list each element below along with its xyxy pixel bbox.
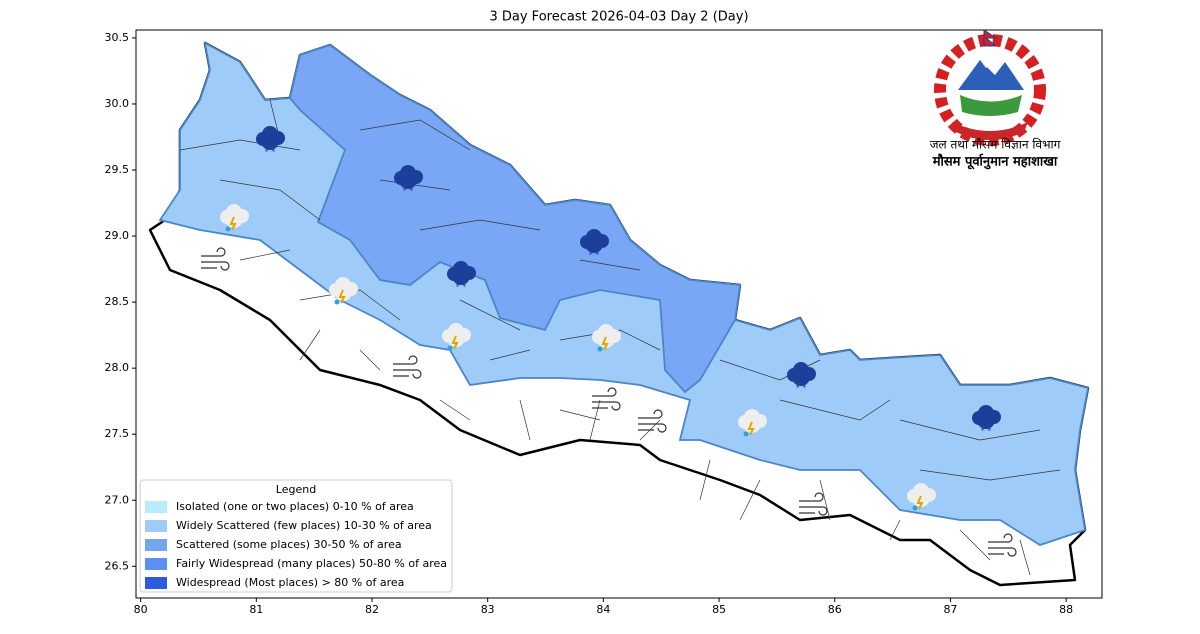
- wind-icon: [393, 355, 422, 379]
- cloud-part: [585, 235, 603, 253]
- snow: * *: [981, 427, 992, 436]
- cloud-icon: * *: [447, 261, 476, 292]
- x-tick-label: 82: [365, 603, 379, 616]
- y-tick-label: 27.5: [105, 427, 130, 440]
- cloud-icon: [442, 323, 471, 351]
- cloud-icon: * *: [394, 165, 423, 196]
- snow: * *: [796, 384, 807, 393]
- cloud-icon: * *: [787, 362, 816, 393]
- legend-box: [139, 479, 453, 593]
- wind-icon: [799, 492, 828, 516]
- y-tick-label: 30.0: [105, 97, 130, 110]
- legend-swatch: [145, 558, 167, 570]
- legend-swatch: [145, 520, 167, 532]
- x-tick-label: 81: [249, 603, 263, 616]
- lightning: [747, 421, 755, 436]
- raindrop: [912, 505, 918, 511]
- cloud-icon: [592, 324, 621, 352]
- lightning: [916, 495, 924, 510]
- lightning: [451, 335, 459, 350]
- snow: * *: [456, 283, 467, 292]
- cloud-part: [792, 368, 810, 386]
- y-tick-label: 26.5: [105, 559, 130, 572]
- x-tick-label: 85: [712, 603, 726, 616]
- y-tick-label: 29.5: [105, 163, 130, 176]
- region-scattered: [289, 43, 742, 394]
- emblem: [934, 29, 1046, 146]
- legend-label: Widespread (Most places) > 80 % of area: [176, 576, 404, 589]
- legend-label: Scattered (some places) 30-50 % of area: [176, 538, 402, 551]
- raindrop: [597, 346, 603, 352]
- y-tick-label: 30.5: [105, 31, 130, 44]
- wind-icon: [988, 533, 1017, 557]
- legend-title: Legend: [276, 483, 316, 496]
- y-tick-label: 29.0: [105, 229, 130, 242]
- snow: * *: [589, 251, 600, 260]
- cloud-part: [261, 132, 279, 150]
- lightning: [229, 216, 237, 231]
- legend-label: Isolated (one or two places) 0-10 % of a…: [176, 500, 414, 513]
- wind-icon: [201, 247, 230, 271]
- legend-label: Fairly Widespread (many places) 50-80 % …: [176, 557, 447, 570]
- weather-icons: * * * * * * * * * * * *: [201, 126, 1017, 557]
- cloud-part: [452, 267, 470, 285]
- snow: * *: [265, 148, 276, 157]
- y-tick-label: 28.5: [105, 295, 130, 308]
- cloud-icon: * *: [972, 405, 1001, 436]
- cloud-icon: [738, 409, 767, 437]
- raindrop: [743, 431, 749, 437]
- x-tick-label: 86: [828, 603, 842, 616]
- raindrop: [225, 226, 231, 232]
- legend-label: Widely Scattered (few places) 10-30 % of…: [176, 519, 432, 532]
- wind-icon: [592, 387, 621, 411]
- raindrop: [447, 345, 453, 351]
- division-name: मौसम पूर्वानुमान महाशाखा: [932, 154, 1058, 170]
- raindrop: [334, 299, 340, 305]
- legend-swatch: [145, 501, 167, 513]
- y-tick-label: 28.0: [105, 361, 130, 374]
- department-name: जल तथा मौसम विज्ञान विभाग: [930, 138, 1061, 152]
- cloud-icon: [329, 277, 358, 305]
- x-tick-label: 88: [1059, 603, 1073, 616]
- legend-swatch: [145, 539, 167, 551]
- lightning: [601, 336, 609, 351]
- cloud-icon: [907, 483, 936, 511]
- title: 3 Day Forecast 2026-04-03 Day 2 (Day): [489, 10, 748, 25]
- cloud-icon: * *: [256, 126, 285, 157]
- plot-frame: [135, 29, 1103, 599]
- cloud-part: [399, 171, 417, 189]
- snow: * *: [403, 187, 414, 196]
- cloud-part: [977, 411, 995, 429]
- x-tick-label: 80: [134, 603, 148, 616]
- y-tick-label: 27.0: [105, 493, 130, 506]
- legend-swatch: [145, 577, 167, 589]
- x-tick-label: 87: [943, 603, 957, 616]
- x-tick-label: 83: [481, 603, 495, 616]
- x-tick-label: 84: [596, 603, 610, 616]
- lightning: [338, 289, 346, 304]
- cloud-icon: * *: [580, 229, 609, 260]
- wind-icon: [638, 409, 667, 433]
- cloud-icon: [220, 204, 249, 232]
- district-lines: [179, 99, 1061, 576]
